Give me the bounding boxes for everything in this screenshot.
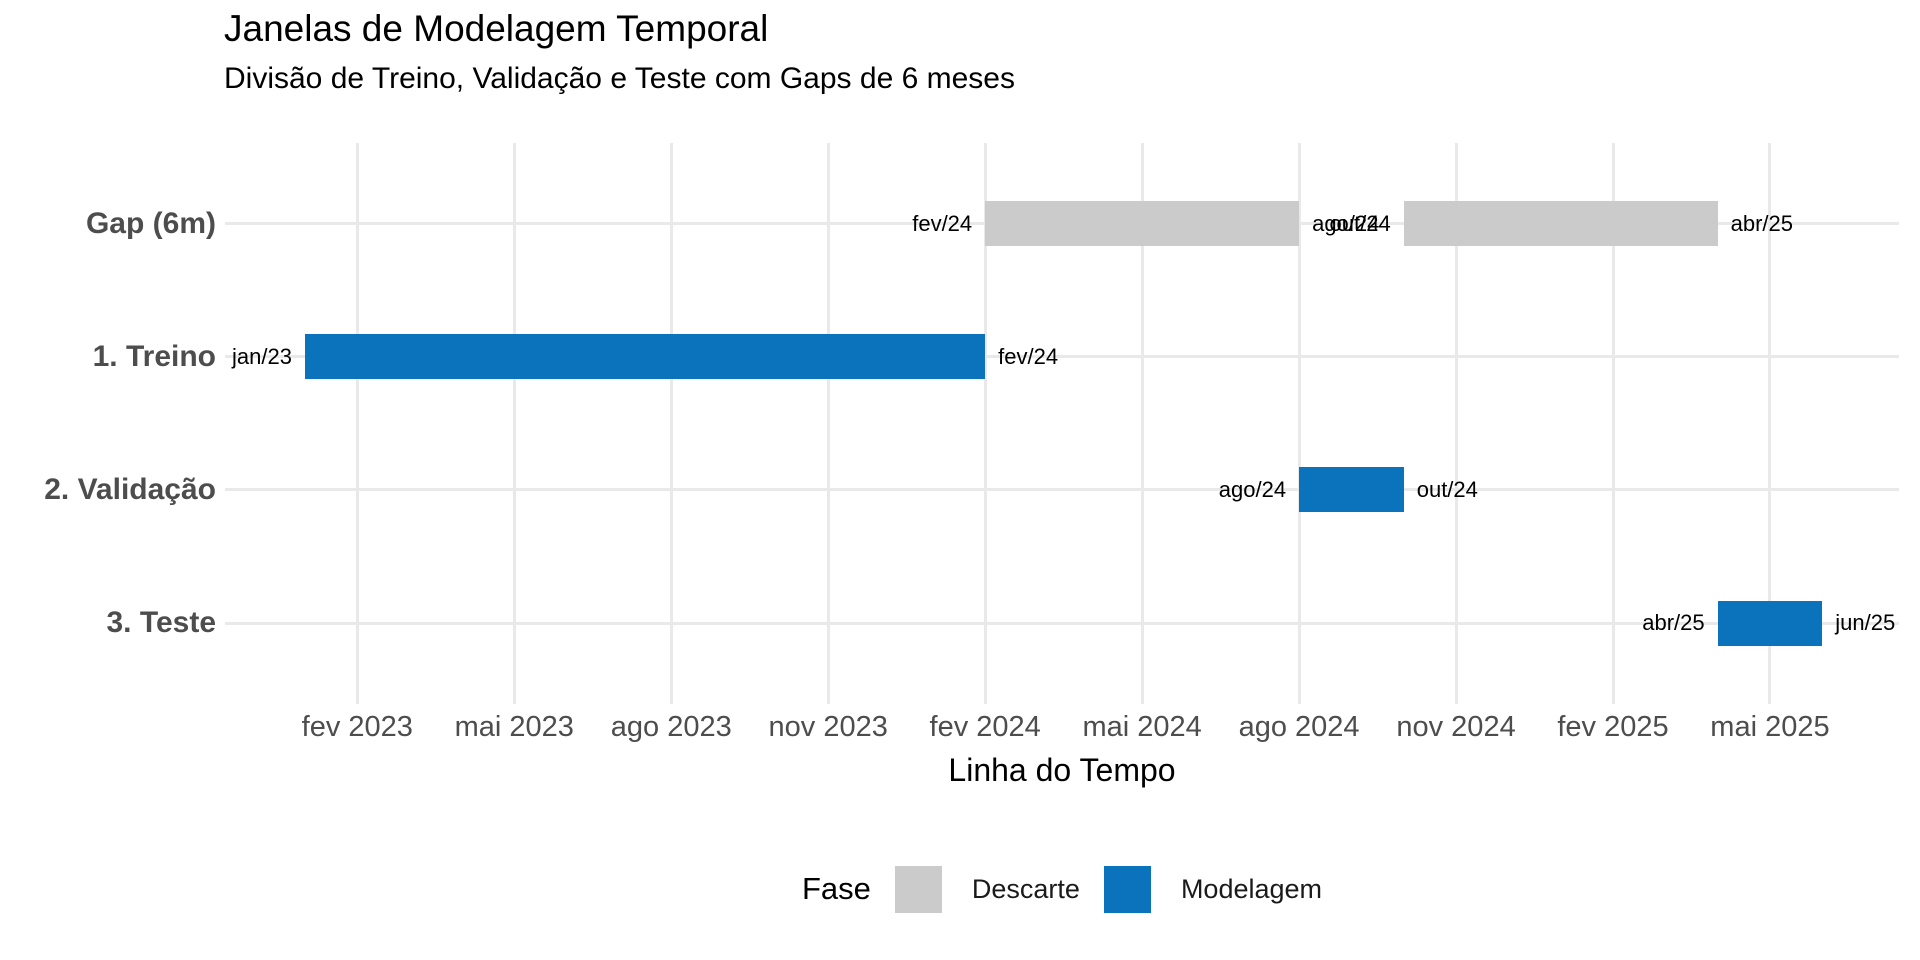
bar-end-label: jun/25 [1835,610,1896,636]
bar-end-label: fev/24 [998,343,1059,369]
y-axis-label: Gap (6m) [85,206,216,240]
vertical-gridline [1140,143,1144,704]
vertical-gridline [826,143,830,704]
horizontal-gridline [225,355,1899,359]
x-tick-label: mai 2025 [1710,711,1830,743]
bar-start-label: jan/23 [232,343,292,369]
x-tick-label: fev 2023 [301,711,413,743]
x-tick-label: mai 2023 [454,711,574,743]
vertical-gridline [1297,143,1301,704]
bar-start-label: fev/24 [912,210,973,236]
horizontal-gridline [225,621,1899,625]
legend-item: Descarte [894,865,1080,913]
legend-item: Modelagem [1103,865,1323,913]
x-axis-title: Linha do Tempo [948,752,1176,788]
x-tick-label: mai 2024 [1082,711,1202,743]
vertical-gridline [1611,143,1615,704]
bar-start-label: out/24 [1329,210,1391,236]
bar-start-label: ago/24 [1218,476,1287,502]
gantt-bar [1717,600,1823,646]
bar-end-label: ago/24 [1312,210,1380,236]
x-tick-label: nov 2024 [1396,711,1516,743]
x-tick-label: ago 2024 [1238,711,1360,743]
vertical-gridline [512,143,516,704]
x-tick-label: nov 2023 [768,711,888,743]
vertical-gridline [355,143,359,704]
y-axis-label: 2. Validação [44,472,216,506]
x-tick-label: ago 2023 [610,711,732,743]
gantt-bar [985,201,1300,246]
gantt-bar [305,334,986,380]
legend-swatch [894,865,942,913]
gantt-bar [1403,201,1718,246]
vertical-gridline [1768,143,1772,704]
chart-subtitle: Divisão de Treino, Validação e Teste com… [224,62,1015,95]
vertical-gridline [1454,143,1458,704]
horizontal-gridline [225,488,1899,492]
vertical-gridline [983,143,987,704]
bar-end-label: out/24 [1416,476,1478,502]
vertical-gridline [669,143,673,704]
legend-swatch [1103,865,1151,913]
legend-label: Modelagem [1180,873,1323,904]
y-axis-label: 1. Treino [92,339,216,373]
legend: Fase Descarte Modelagem [225,864,1899,914]
gantt-bar [1299,467,1404,513]
bar-end-label: abr/25 [1730,210,1794,236]
chart-title: Janelas de Modelagem Temporal [224,8,769,49]
x-tick-label: fev 2024 [929,711,1041,743]
legend-label: Descarte [971,873,1080,904]
y-axis-label: 3. Teste [106,606,217,640]
legend-title: Fase [801,871,871,906]
bar-start-label: abr/25 [1642,610,1705,636]
x-tick-label: fev 2025 [1557,711,1669,743]
